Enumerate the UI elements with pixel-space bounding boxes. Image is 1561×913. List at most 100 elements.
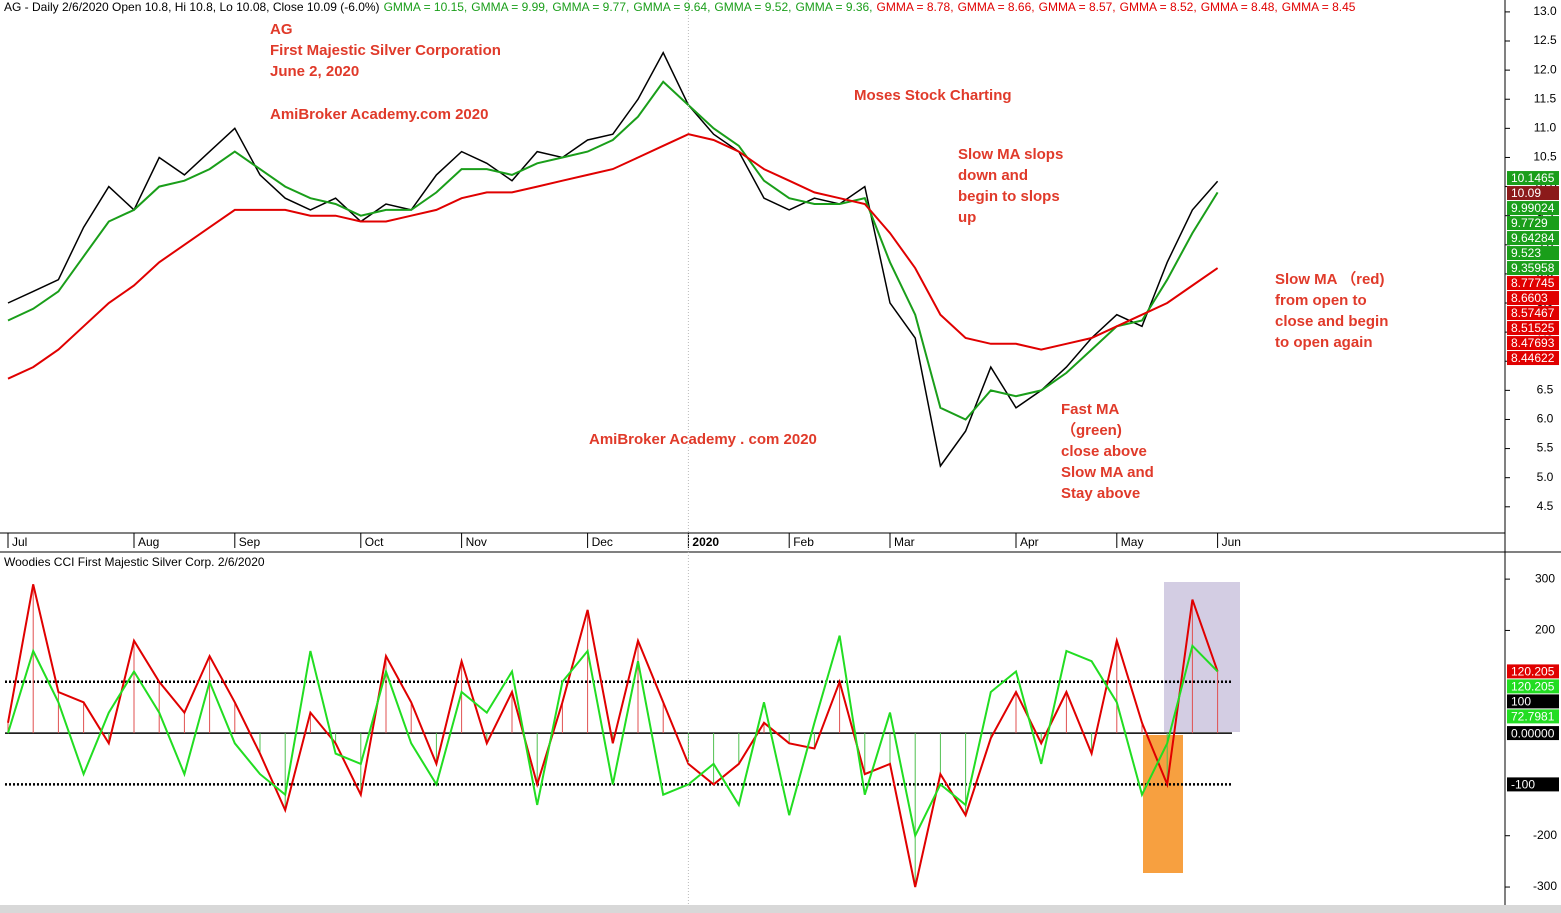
x-tick-label: 2020 (692, 535, 719, 549)
y-tick-label: 12.5 (1533, 33, 1557, 47)
x-tick-label: Oct (365, 535, 384, 549)
value-tag-label: 8.57467 (1511, 306, 1555, 320)
y-tick-label: 4.5 (1537, 499, 1554, 513)
y-tick-label: 300 (1535, 571, 1555, 585)
x-tick-label: Sep (239, 535, 261, 549)
value-tag-label: 8.51525 (1511, 321, 1555, 335)
series-line (7, 80, 1219, 421)
annotation: Slow MA slops (958, 146, 1063, 163)
header-gmma: GMMA = 8.57, (1039, 0, 1116, 14)
value-tag-box (1507, 336, 1559, 351)
header-gmma: GMMA = 9.64, (633, 0, 710, 14)
pane-title: Woodies CCI First Majestic Silver Corp. … (4, 555, 265, 569)
y-tick-label: 13.0 (1533, 4, 1557, 18)
value-tag: 9.523 (1507, 246, 1559, 260)
value-tag: 8.44622 (1507, 351, 1559, 365)
annotation: AmiBroker Academy . com 2020 (589, 431, 817, 448)
value-tag: 8.77745 (1507, 276, 1559, 290)
annotation: up (958, 209, 976, 226)
annotation: from open to (1275, 292, 1367, 309)
value-tag-label: 0.00000 (1511, 726, 1555, 740)
value-tag-box (1507, 694, 1559, 709)
sheet-tabs[interactable] (0, 905, 1561, 913)
value-tag-label: 120.205 (1511, 665, 1555, 679)
y-tick-label: 5.0 (1537, 470, 1554, 484)
annotation: Slow MA （red) (1275, 270, 1384, 288)
annotation: to open again (1275, 334, 1373, 351)
annotation: begin to slops (958, 188, 1060, 205)
value-tag-label: 9.523 (1511, 246, 1541, 260)
header-gmma: GMMA = 9.77, (552, 0, 629, 14)
annotation: First Majestic Silver Corporation (270, 42, 501, 59)
value-tag-label: 9.64284 (1511, 231, 1555, 245)
x-tick-label: Aug (138, 535, 159, 549)
value-tag-label: 9.99024 (1511, 201, 1555, 215)
value-tag-box (1507, 216, 1559, 231)
plot-layer: 13.012.512.011.511.010.510.09.59.08.58.0… (4, 0, 1559, 905)
header-gmma: GMMA = 8.78, (877, 0, 954, 14)
y-tick-label: 10.5 (1533, 150, 1557, 164)
value-tag: 8.57467 (1507, 306, 1559, 320)
header-gmma: GMMA = 10.15, (384, 0, 468, 14)
y-tick-label: 200 (1535, 623, 1555, 637)
value-tag-label: -100 (1511, 778, 1535, 792)
x-tick-label: Jun (1222, 535, 1241, 549)
highlight-box (1143, 735, 1183, 873)
value-tag-label: 8.44622 (1511, 351, 1555, 365)
annotation: close and begin (1275, 313, 1388, 330)
y-tick-label: 5.5 (1537, 441, 1554, 455)
value-tag: 8.51525 (1507, 321, 1559, 335)
series-line (7, 584, 1219, 888)
value-tag: -100 (1507, 777, 1559, 792)
value-tag: 8.47693 (1507, 336, 1559, 350)
value-tag: 10.09 (1507, 186, 1559, 200)
value-tag-label: 8.47693 (1511, 336, 1555, 350)
value-tag-box (1507, 231, 1559, 246)
value-tag-box (1507, 351, 1559, 366)
value-tag: 100 (1507, 694, 1559, 709)
annotation: AmiBroker Academy.com 2020 (270, 106, 488, 123)
value-tag: 9.99024 (1507, 201, 1559, 215)
x-tick-label: Mar (894, 535, 915, 549)
value-tag-box (1507, 679, 1559, 694)
value-tag-box (1507, 261, 1559, 276)
y-tick-label: 11.0 (1534, 121, 1557, 135)
value-tag-label: 10.09 (1511, 186, 1541, 200)
annotation: Fast MA (1061, 401, 1120, 418)
value-tag-box (1507, 777, 1559, 792)
header: AG - Daily 2/6/2020 Open 10.8, Hi 10.8, … (4, 0, 1356, 14)
header-gmma: GMMA = 9.52, (714, 0, 791, 14)
value-tag-box (1507, 306, 1559, 321)
value-tag: 9.35958 (1507, 261, 1559, 275)
value-tag: 9.64284 (1507, 231, 1559, 245)
y-tick-label: 6.0 (1537, 412, 1554, 426)
y-tick-label: 12.0 (1533, 62, 1557, 76)
header-gmma: GMMA = 9.36, (795, 0, 872, 14)
value-tag-label: 8.6603 (1511, 291, 1548, 305)
header-gmma: GMMA = 8.66, (958, 0, 1035, 14)
value-tag-label: 120.205 (1511, 680, 1555, 694)
value-tag-label: 9.7729 (1511, 216, 1548, 230)
value-tag-box (1507, 276, 1559, 291)
annotation: （green) (1061, 421, 1122, 439)
header-gmma: GMMA = 8.45 (1282, 0, 1356, 14)
value-tag: 120.205 (1507, 664, 1559, 679)
annotation: Moses Stock Charting (854, 87, 1012, 104)
value-tag-label: 8.77745 (1511, 276, 1555, 290)
header-gmma: GMMA = 8.48, (1201, 0, 1278, 14)
header-gmma: GMMA = 9.99, (471, 0, 548, 14)
value-tag-box (1507, 321, 1559, 336)
x-tick-label: Jul (12, 535, 27, 549)
value-tag: 120.205 (1507, 679, 1559, 694)
header-prefix: AG - Daily 2/6/2020 Open 10.8, Hi 10.8, … (4, 0, 380, 14)
series-line (7, 51, 1219, 468)
value-tag-box (1507, 726, 1559, 741)
y-tick-label: 6.5 (1537, 383, 1554, 397)
value-tag-label: 100 (1511, 695, 1531, 709)
value-tag: 72.7981 (1507, 709, 1559, 724)
y-tick-label: -300 (1533, 879, 1557, 893)
x-tick-label: Nov (466, 535, 487, 549)
y-tick-label: -200 (1533, 828, 1557, 842)
